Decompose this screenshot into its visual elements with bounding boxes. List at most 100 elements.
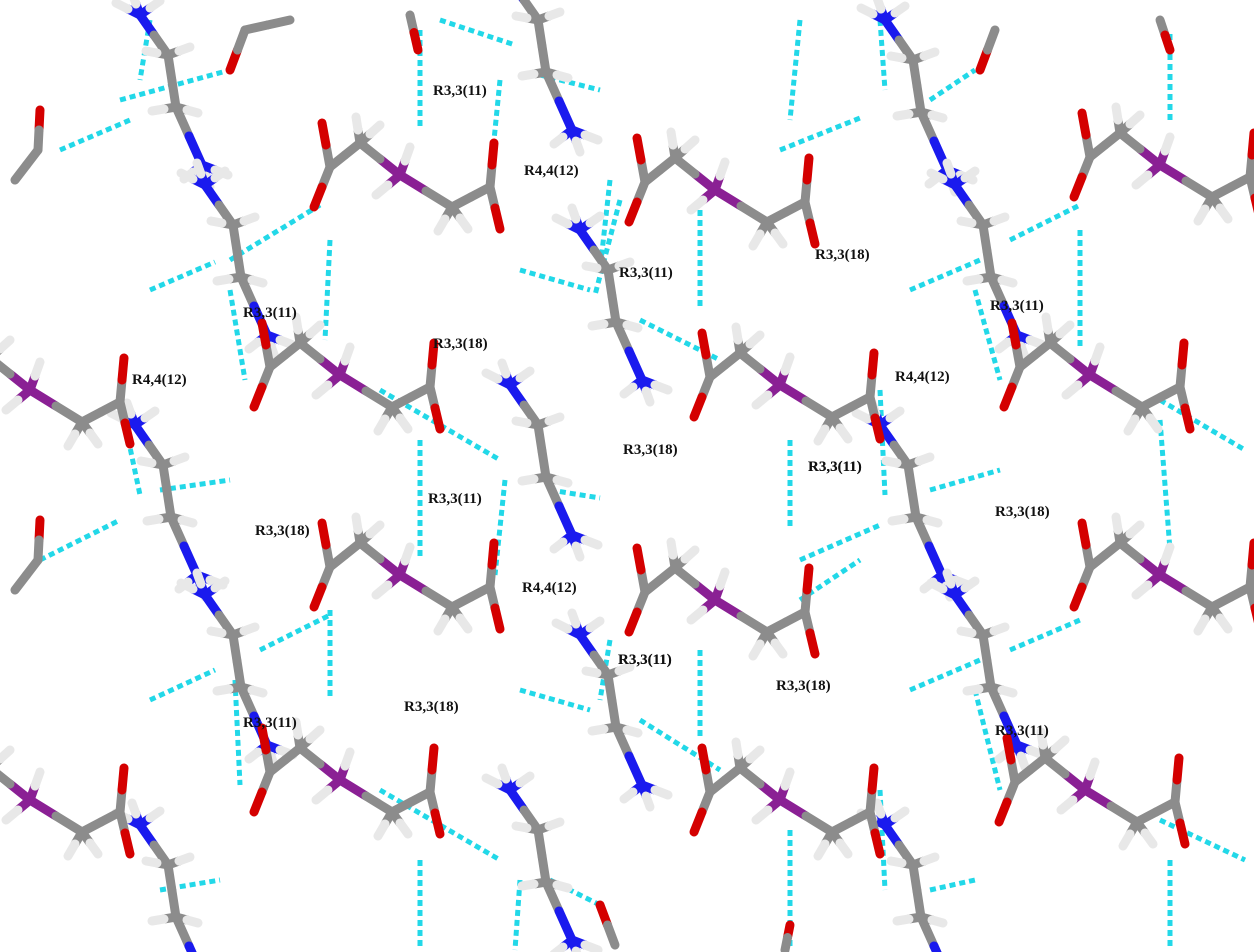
bond-stick xyxy=(1245,582,1254,613)
bond-stick xyxy=(544,7,565,21)
bond-stick xyxy=(1215,613,1233,634)
hydrogen-bond xyxy=(228,202,322,263)
bond-stick xyxy=(544,412,565,426)
bond-stick xyxy=(567,203,581,224)
bond-stick xyxy=(567,608,581,629)
bond-stick xyxy=(511,416,532,428)
bond-stick xyxy=(624,197,642,227)
hydrogen-bond xyxy=(798,522,882,563)
bond-stick xyxy=(1069,582,1087,612)
bond-stick xyxy=(395,413,413,434)
bond-stick xyxy=(581,666,602,678)
bond-stick xyxy=(212,684,234,696)
bond-stick xyxy=(51,401,87,427)
bond-stick xyxy=(174,42,195,56)
ring-label: R3,3(18) xyxy=(404,699,459,715)
bond-stick xyxy=(351,112,363,135)
bond-stick xyxy=(176,168,198,184)
bond-stick xyxy=(587,319,609,331)
bond-stick xyxy=(142,514,164,526)
bond-stick xyxy=(0,745,15,764)
bond-stick xyxy=(421,186,457,212)
bond-stick xyxy=(745,745,765,764)
bond-stick xyxy=(1160,30,1175,55)
bond-stick xyxy=(147,914,169,926)
bond-stick xyxy=(400,142,415,166)
bond-stick xyxy=(867,348,879,380)
bond-stick xyxy=(340,342,355,366)
bond-stick xyxy=(421,586,457,612)
bond-stick xyxy=(989,212,1010,226)
bond-stick xyxy=(351,512,363,535)
bond-stick xyxy=(145,806,165,823)
bond-stick xyxy=(736,201,772,227)
bond-stick xyxy=(571,541,585,562)
hydrogen-bond xyxy=(877,789,888,891)
bond-stick xyxy=(247,685,268,698)
bond-stick xyxy=(176,578,198,594)
bond-stick xyxy=(999,382,1017,412)
bond-stick xyxy=(650,380,673,395)
bond-stick xyxy=(1155,160,1191,186)
bond-stick xyxy=(30,357,45,381)
bond-stick xyxy=(552,475,573,488)
bond-stick xyxy=(770,638,788,659)
bond-stick xyxy=(129,0,141,9)
bond-stick xyxy=(890,806,910,823)
bond-stick xyxy=(427,338,439,370)
bond-stick xyxy=(365,520,385,539)
bond-stick xyxy=(311,785,333,805)
bond-stick xyxy=(856,3,878,19)
bond-stick xyxy=(1041,312,1053,335)
hydrogen-bond xyxy=(232,679,243,786)
bond-stick xyxy=(962,274,984,286)
bond-stick xyxy=(1175,818,1190,849)
bond-stick xyxy=(892,914,914,926)
bond-stick xyxy=(120,418,135,449)
bond-stick xyxy=(257,723,271,755)
bond-stick xyxy=(997,685,1018,698)
bond-stick xyxy=(433,614,450,636)
bond-stick xyxy=(689,392,707,422)
bond-stick xyxy=(686,195,708,215)
bond-stick xyxy=(1140,828,1158,849)
bond-stick xyxy=(455,213,473,234)
bond-stick xyxy=(571,136,585,157)
bond-stick xyxy=(455,613,473,634)
bond-stick xyxy=(1193,614,1210,636)
bond-stick xyxy=(481,368,503,384)
bond-stick xyxy=(311,380,333,400)
bond-stick xyxy=(127,798,141,819)
bond-stick xyxy=(430,403,445,434)
bond-stick xyxy=(427,743,439,775)
bond-stick xyxy=(120,828,135,859)
bond-stick xyxy=(317,118,331,150)
ring-label: R3,3(11) xyxy=(618,652,672,668)
bond-stick xyxy=(317,518,331,550)
bond-stick xyxy=(619,787,638,804)
bond-stick xyxy=(305,725,325,744)
bond-stick xyxy=(1131,580,1153,600)
bond-stick xyxy=(1061,380,1083,400)
bond-stick xyxy=(511,821,532,833)
bond-stick xyxy=(745,330,765,349)
ring-label: R4,4(12) xyxy=(895,369,950,385)
bond-stick xyxy=(544,817,565,831)
bond-stick xyxy=(1181,176,1217,202)
ring-label: R3,3(11) xyxy=(995,723,1049,739)
ring-label: R4,4(12) xyxy=(524,163,579,179)
bond-stick xyxy=(680,135,700,154)
bond-stick xyxy=(1155,570,1191,596)
bond-stick xyxy=(919,852,940,866)
bond-stick xyxy=(802,563,814,595)
bond-stick xyxy=(736,611,772,637)
bond-stick xyxy=(614,662,635,676)
bond-stick xyxy=(641,386,655,407)
bond-stick xyxy=(1123,414,1140,436)
bond-stick xyxy=(710,185,746,211)
bond-stick xyxy=(867,763,879,795)
hydrogen-bond xyxy=(909,657,981,693)
bond-stick xyxy=(206,626,227,638)
hydrogen-bond xyxy=(519,267,591,293)
bond-stick xyxy=(0,335,15,354)
